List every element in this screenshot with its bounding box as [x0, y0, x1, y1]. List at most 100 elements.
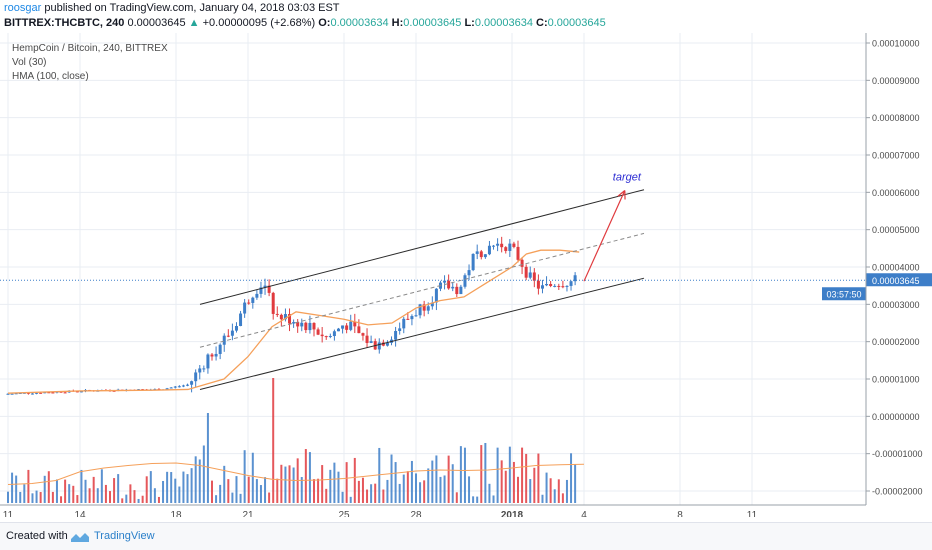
- volume-bar: [488, 483, 491, 503]
- target-label: target: [613, 171, 642, 183]
- candle-body: [255, 293, 259, 298]
- candle-body: [492, 245, 496, 247]
- volume-bar: [280, 464, 283, 503]
- y-tick-label: 0.00009000: [872, 76, 920, 86]
- volume-bar: [476, 496, 479, 503]
- candle-body: [251, 297, 255, 303]
- volume-bar: [349, 496, 352, 503]
- volume-bar: [492, 495, 495, 503]
- volume-bar: [398, 483, 401, 503]
- high-label: H:: [391, 17, 404, 29]
- candle-body: [234, 326, 238, 331]
- volume-bar: [484, 443, 487, 503]
- volume-bar: [553, 489, 556, 503]
- volume-bar: [308, 452, 311, 503]
- volume-bar: [447, 455, 450, 503]
- volume-bar: [276, 478, 279, 503]
- volume-bar: [19, 491, 22, 503]
- candle-body: [475, 251, 479, 254]
- volume-bar: [533, 467, 536, 503]
- volume-bar: [198, 459, 201, 503]
- candle-body: [35, 392, 39, 394]
- candle-body: [316, 329, 320, 335]
- volume-bar: [329, 469, 332, 503]
- volume-bar: [231, 492, 234, 503]
- volume-bar: [162, 480, 165, 503]
- volume-bar: [480, 445, 483, 503]
- author-link[interactable]: roosgar: [4, 2, 42, 14]
- candle-body: [361, 333, 365, 336]
- candle-body: [443, 280, 447, 283]
- tradingview-brand-link[interactable]: TradingView: [94, 530, 155, 542]
- volume-bar: [113, 478, 116, 503]
- volume-bar: [129, 484, 132, 503]
- volume-bar: [378, 447, 381, 503]
- y-tick-label: 0.00006000: [872, 188, 920, 198]
- y-tick-label: -0.00001000: [872, 449, 923, 459]
- candle-body: [320, 334, 324, 337]
- volume-bar: [313, 479, 315, 503]
- x-tick-label: 14: [74, 510, 86, 517]
- volume-bar: [55, 479, 58, 503]
- volume-bar: [427, 468, 430, 503]
- volume-bar: [415, 473, 417, 503]
- y-tick-label: 0.00010000: [872, 39, 920, 49]
- candle-body: [194, 372, 198, 382]
- volume-bar: [361, 477, 364, 503]
- volume-bar: [300, 477, 303, 503]
- candle-body: [520, 259, 524, 267]
- volume-bar: [235, 476, 238, 503]
- candle-body: [304, 322, 308, 331]
- candle-body: [51, 392, 55, 394]
- candle-body: [345, 325, 349, 330]
- volume-bar: [117, 474, 120, 503]
- volume-bar: [512, 461, 515, 503]
- candle-body: [173, 386, 177, 388]
- target-arrow-line: [583, 190, 626, 282]
- volume-bar: [529, 479, 532, 503]
- candle-body: [349, 321, 353, 330]
- open-value: 0.00003634: [330, 17, 389, 29]
- legend-title: HempCoin / Bitcoin, 240, BITTREX: [12, 43, 168, 54]
- price-tag: [866, 273, 932, 287]
- target-arrow-head: [617, 190, 626, 200]
- volume-bar: [125, 494, 128, 503]
- volume-bar: [386, 479, 389, 503]
- volume-bar: [565, 479, 568, 503]
- candle-body: [288, 314, 292, 324]
- candle-body: [512, 243, 516, 247]
- y-tick-label: -0.00002000: [872, 487, 923, 497]
- volume-bar: [64, 479, 67, 503]
- created-with-label: Created with: [6, 530, 68, 542]
- candle-body: [14, 393, 18, 395]
- up-arrow-icon: ▲: [188, 17, 200, 29]
- y-tick-label: 0.00004000: [872, 263, 920, 273]
- last-price: 0.00003645: [127, 17, 186, 29]
- candle-body: [381, 342, 385, 346]
- low-value: 0.00003634: [474, 17, 533, 29]
- channel-lower-line: [199, 277, 645, 390]
- y-tick-label: 0.00002000: [872, 337, 920, 347]
- y-tick-label: 0.00000000: [872, 412, 920, 422]
- volume-bar: [406, 471, 409, 503]
- volume-bar: [394, 462, 397, 503]
- volume-bar: [194, 456, 197, 503]
- volume-ma-line: [7, 462, 585, 485]
- axes: 0.00010000 0.00009000 0.00008000 0.00007000…: [0, 33, 923, 517]
- volume-bar: [545, 472, 548, 503]
- volume-bar: [508, 446, 511, 503]
- candle-body: [549, 284, 553, 286]
- volume-bar: [23, 484, 26, 503]
- channel-upper-line: [199, 189, 645, 305]
- candle-body: [341, 325, 345, 329]
- legend-volume: Vol (30): [12, 57, 47, 68]
- volume-bar: [182, 471, 185, 503]
- candle-body: [385, 342, 389, 346]
- open-label: O:: [318, 17, 331, 29]
- volume-bar: [463, 447, 466, 503]
- candle-body: [426, 306, 430, 311]
- volume-bar: [345, 462, 348, 503]
- hma-line: [7, 249, 580, 394]
- candle-body: [414, 315, 418, 317]
